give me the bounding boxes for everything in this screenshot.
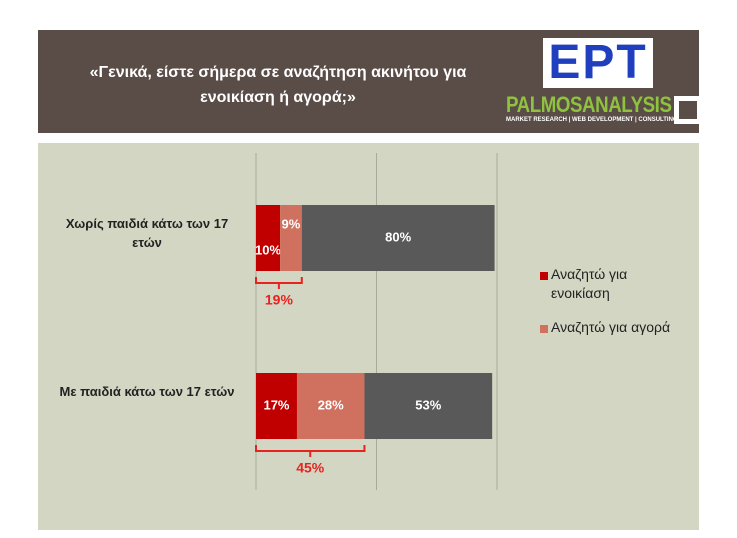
value-label: 17%: [263, 397, 289, 412]
value-label: 80%: [385, 229, 411, 244]
bar-segment: [280, 205, 302, 271]
annotation: 45%: [296, 460, 325, 476]
annotation: 19%: [265, 292, 294, 308]
logo-tagline: MARKET RESEARCH | WEB DEVELOPMENT | CONS…: [506, 117, 678, 123]
legend-swatch: [540, 325, 548, 333]
header: «Γενικά, είστε σήμερα σε αναζήτηση ακινή…: [38, 30, 702, 133]
bar-segment: [296, 373, 365, 439]
bar-segment: [364, 373, 493, 439]
legend-swatch: [540, 272, 548, 280]
logo-square: [674, 96, 702, 124]
logo-palmos: PALMOSANALYSIS: [506, 92, 672, 117]
category-label: Με παιδιά κάτω των 17 ετών: [59, 384, 235, 399]
category-label: Χωρίς παιδιά κάτω των 17 ετών: [65, 216, 229, 250]
bar-segment: [256, 205, 281, 271]
value-label: 53%: [415, 397, 441, 412]
bar-segment: [301, 205, 495, 271]
legend-label: Αναζητώ για αγορά: [551, 319, 671, 335]
bar-segment: [256, 373, 297, 439]
logo-ept: EPT: [543, 38, 653, 88]
legend-label: Αναζητώ για ενοικίαση: [551, 266, 628, 301]
bracket: [255, 277, 303, 289]
bracket: [255, 445, 366, 457]
value-label: 28%: [318, 397, 344, 412]
value-label: 9%: [282, 216, 301, 231]
title: «Γενικά, είστε σήμερα σε αναζήτηση ακινή…: [89, 64, 467, 106]
value-label: 10%: [255, 242, 281, 257]
